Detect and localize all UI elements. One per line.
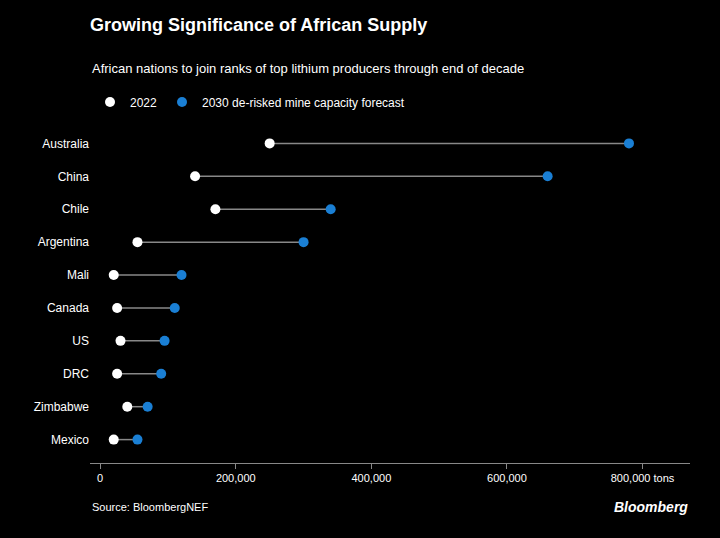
svg-text:600,000: 600,000 <box>487 472 527 484</box>
svg-text:2022: 2022 <box>130 96 157 110</box>
svg-text:Argentina: Argentina <box>38 235 90 249</box>
svg-text:Mali: Mali <box>67 268 89 282</box>
svg-text:Zimbabwe: Zimbabwe <box>34 400 90 414</box>
svg-text:Chile: Chile <box>62 202 90 216</box>
svg-text:Mexico: Mexico <box>51 433 89 447</box>
svg-text:200,000: 200,000 <box>216 472 256 484</box>
svg-text:Australia: Australia <box>42 137 89 151</box>
svg-text:2030 de-risked mine capacity f: 2030 de-risked mine capacity forecast <box>202 96 405 110</box>
svg-text:DRC: DRC <box>63 367 89 381</box>
svg-text:African nations to join ranks: African nations to join ranks of top lit… <box>92 61 524 76</box>
svg-text:China: China <box>58 170 90 184</box>
svg-text:0: 0 <box>97 472 103 484</box>
svg-text:800,000 tons: 800,000 tons <box>611 472 675 484</box>
svg-text:Growing Significance of Africa: Growing Significance of African Supply <box>90 15 427 35</box>
svg-text:Canada: Canada <box>47 301 89 315</box>
svg-text:Bloomberg: Bloomberg <box>614 499 688 515</box>
svg-text:400,000: 400,000 <box>351 472 391 484</box>
svg-text:US: US <box>72 334 89 348</box>
svg-text:Source: BloombergNEF: Source: BloombergNEF <box>92 501 208 513</box>
